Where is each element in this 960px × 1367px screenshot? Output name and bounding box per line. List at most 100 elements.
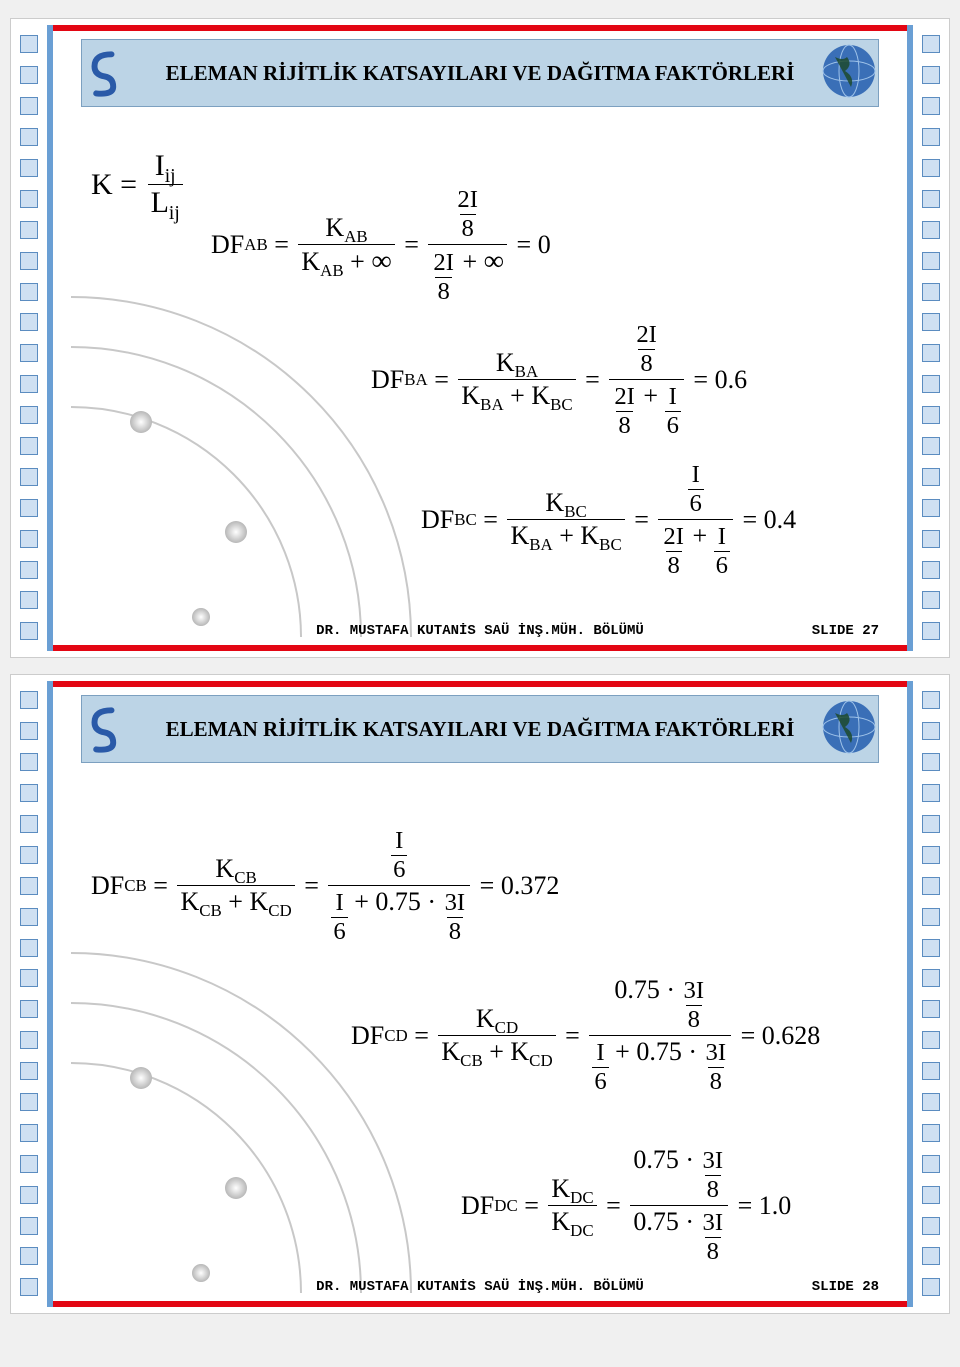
decor-square: [922, 313, 940, 331]
right-square-column: [919, 685, 943, 1303]
eq-K: K = Iij Lij: [91, 149, 186, 220]
left-blue-bar: [47, 25, 53, 651]
decor-square: [20, 622, 38, 640]
decor-square: [922, 877, 940, 895]
dfba-result: 0.6: [715, 365, 748, 395]
decor-square: [20, 128, 38, 146]
eq-DFAB: DFAB = KAB KAB + ∞ = 2I8 2I8 + ∞ = 0: [211, 184, 551, 306]
slide-content: DFCB = KCB KCB + KCD = I6 I6 + 0.75 · 3I…: [91, 775, 869, 1253]
decor-square: [20, 877, 38, 895]
decor-square: [922, 1155, 940, 1173]
dfcb-lhs: DF: [91, 871, 124, 901]
decor-square: [20, 283, 38, 301]
dfdc-mult2: 0.75 ·: [633, 1207, 694, 1236]
left-square-column: [17, 29, 41, 647]
dfbc-r2dbn: I: [716, 523, 728, 551]
decor-square: [20, 159, 38, 177]
dfcd-result: 0.628: [762, 1021, 821, 1051]
decor-square: [922, 468, 940, 486]
globe-icon: [821, 699, 877, 755]
decor-square: [20, 190, 38, 208]
dfdc-r2nd: 8: [705, 1175, 721, 1204]
decor-square: [20, 375, 38, 393]
decor-square: [20, 468, 38, 486]
dfab-inf1: ∞: [371, 246, 391, 277]
title-banner: ELEMAN RİJİTLİK KATSAYILARI VE DAĞITMA F…: [81, 39, 879, 107]
left-square-column: [17, 685, 41, 1303]
page-2: ELEMAN RİJİTLİK KATSAYILARI VE DAĞITMA F…: [10, 674, 950, 1314]
dfba-r2dad: 8: [616, 411, 632, 440]
decor-square: [20, 1155, 38, 1173]
decor-square: [20, 1093, 38, 1111]
s-logo-icon: [83, 695, 123, 763]
dfab-r1denasub: AB: [320, 261, 343, 280]
decor-square: [922, 722, 940, 740]
decor-square: [922, 97, 940, 115]
dfbc-r2dbd: 6: [714, 551, 730, 580]
footer-author: DR. MUSTAFA KUTANİS SAÜ İNŞ.MÜH. BÖLÜMÜ: [81, 1279, 879, 1295]
decor-square: [922, 1217, 940, 1235]
dfcb-r2nn: I: [393, 827, 405, 855]
left-blue-bar: [47, 681, 53, 1307]
dfba-r2dan: 2I: [612, 383, 637, 411]
dfcb-mult2: 0.75 ·: [375, 887, 436, 916]
decor-square: [922, 499, 940, 517]
slide-content: K = Iij Lij DFAB = KAB KAB + ∞ = 2I8: [91, 119, 869, 597]
dfcd-mult2: 0.75 ·: [636, 1037, 697, 1066]
dfcb-r2dan: I: [333, 889, 345, 917]
decor-square: [20, 97, 38, 115]
eqK-densub: ij: [169, 203, 180, 224]
decor-square: [922, 344, 940, 362]
bottom-red-bar: [47, 1301, 913, 1307]
dfba-r1num: K: [496, 348, 515, 377]
dfbc-r2nn: I: [690, 461, 702, 489]
decor-square: [922, 908, 940, 926]
slide-title: ELEMAN RİJİTLİK KATSAYILARI VE DAĞITMA F…: [166, 717, 795, 742]
page-1: ELEMAN RİJİTLİK KATSAYILARI VE DAĞITMA F…: [10, 18, 950, 658]
decor-square: [20, 252, 38, 270]
dfdc-r1densub: DC: [570, 1221, 593, 1240]
decor-square: [922, 591, 940, 609]
bottom-red-bar: [47, 645, 913, 651]
decor-square: [922, 221, 940, 239]
globe-icon: [821, 43, 877, 99]
dfab-inf2: ∞: [484, 246, 504, 277]
top-red-bar: [47, 681, 913, 687]
dfbc-result: 0.4: [764, 505, 797, 535]
dfcb-denbsub: CD: [268, 901, 291, 920]
dfbc-denasub: BA: [529, 535, 552, 554]
dfba-r2dbd: 6: [665, 411, 681, 440]
dfab-r2dan: 2I: [431, 249, 456, 277]
decor-square: [20, 221, 38, 239]
dfdc-r2dn: 3I: [700, 1209, 725, 1237]
decor-square: [20, 1217, 38, 1235]
dfdc-r2dd: 8: [705, 1237, 721, 1266]
footer-author: DR. MUSTAFA KUTANİS SAÜ İNŞ.MÜH. BÖLÜMÜ: [81, 623, 879, 639]
dfcb-r2dbd: 8: [447, 917, 463, 946]
slide-footer: DR. MUSTAFA KUTANİS SAÜ İNŞ.MÜH. BÖLÜMÜ …: [81, 1279, 879, 1295]
dfba-denb: K: [531, 381, 550, 410]
decor-square: [20, 1000, 38, 1018]
decor-square: [922, 753, 940, 771]
eq-DFDC: DFDC = KDC KDC = 0.75 · 3I8 0.75 · 3I8 =…: [461, 1145, 791, 1266]
decor-square: [20, 35, 38, 53]
decor-square: [922, 691, 940, 709]
dfab-r2dad: 8: [435, 277, 451, 306]
decor-square: [922, 969, 940, 987]
decor-square: [20, 815, 38, 833]
decor-square: [20, 591, 38, 609]
dfcd-plus1: +: [489, 1037, 504, 1066]
right-blue-bar: [907, 681, 913, 1307]
decor-square: [922, 1247, 940, 1265]
dfab-r2nn: 2I: [455, 186, 480, 214]
dfcb-r1num: K: [215, 854, 234, 883]
s-logo-icon: [83, 39, 123, 107]
decor-square: [922, 1186, 940, 1204]
dfcb-plus2: +: [354, 887, 369, 916]
decor-square: [20, 1062, 38, 1080]
dfcd-r2nd: 8: [686, 1005, 702, 1034]
decor-square: [20, 1186, 38, 1204]
dfcd-r2dbd: 8: [708, 1067, 724, 1096]
dfbc-r2nd: 6: [688, 489, 704, 518]
decor-square: [20, 344, 38, 362]
